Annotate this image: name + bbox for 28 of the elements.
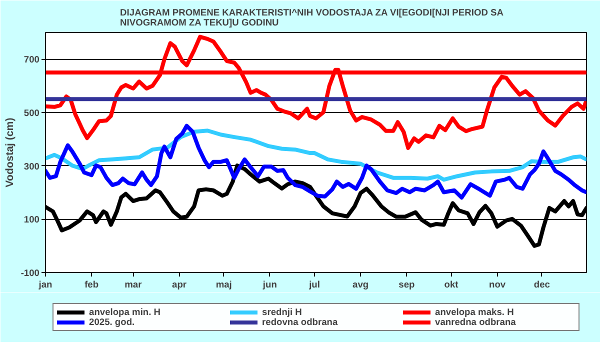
y-tick-label: -100 bbox=[20, 268, 40, 278]
x-tick-label: nov bbox=[489, 280, 506, 290]
legend-label: srednji H bbox=[262, 307, 303, 317]
y-tick-label: 100 bbox=[24, 214, 40, 225]
legend-label: vanredna odbrana bbox=[435, 317, 517, 327]
y-axis-title: Vodostaj (cm) bbox=[4, 117, 16, 188]
legend-label: 2025. god. bbox=[89, 317, 136, 327]
x-tick-label: apr bbox=[172, 280, 187, 290]
legend-label: redovna odbrana bbox=[262, 317, 339, 327]
x-tick-label: okt bbox=[444, 280, 458, 290]
legend-label: anvelopa maks. H bbox=[435, 307, 515, 317]
x-tick-label: sep bbox=[398, 280, 415, 290]
x-tick-label: feb bbox=[84, 280, 99, 290]
x-tick-label: jan bbox=[38, 280, 53, 290]
y-tick-label: 300 bbox=[24, 161, 40, 172]
y-tick-label: 700 bbox=[24, 54, 40, 65]
line-series bbox=[46, 124, 586, 200]
line-series bbox=[46, 128, 586, 182]
legend-label: anvelopa min. H bbox=[89, 307, 162, 317]
x-tick-label: avg bbox=[352, 280, 369, 290]
x-tick-label: dec bbox=[534, 280, 550, 290]
line-series bbox=[46, 34, 586, 150]
y-tick-label: 500 bbox=[24, 108, 40, 118]
x-tick-label: mar bbox=[124, 280, 142, 290]
x-tick-label: jul bbox=[308, 280, 320, 290]
x-tick-label: maj bbox=[216, 280, 232, 290]
chart-title: DIJAGRAM PROMENE KARAKTERISTI^NIH VODOSTAJA ZA VI[EGODI[NJI PERIOD SA NIVOGRAMOM ZA TEKU]U GODINU bbox=[120, 8, 504, 28]
x-tick-label: jun bbox=[262, 280, 278, 290]
